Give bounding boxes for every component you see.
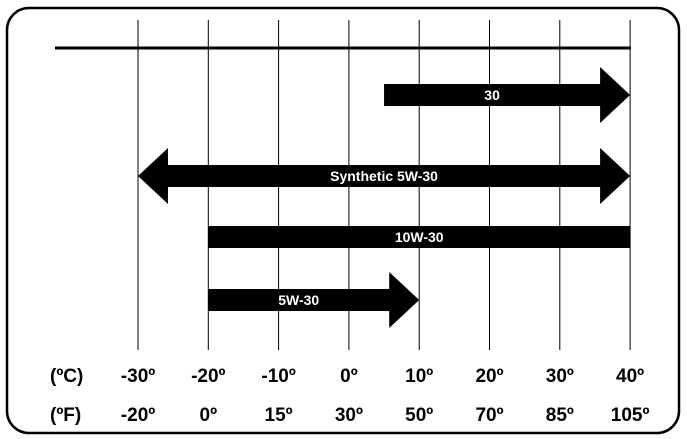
fahrenheit-tick-label: 15º	[265, 405, 293, 426]
celsius-tick-label: -20º	[191, 366, 225, 387]
chart-border	[5, 6, 681, 435]
celsius-tick-label: 20º	[475, 366, 503, 387]
fahrenheit-tick-label: 85º	[546, 405, 574, 426]
celsius-tick-label: 30º	[546, 366, 574, 387]
celsius-tick-label: -30º	[121, 366, 155, 387]
fahrenheit-tick-label: -20º	[121, 405, 155, 426]
range-arrow	[208, 272, 420, 328]
fahrenheit-tick-label: 70º	[475, 405, 503, 426]
celsius-tick-label: 0º	[340, 366, 358, 387]
range-arrow	[138, 148, 631, 204]
fahrenheit-unit-label: (ºF)	[50, 405, 81, 426]
fahrenheit-tick-label: 50º	[405, 405, 433, 426]
celsius-tick-label: 40º	[616, 366, 644, 387]
fahrenheit-tick-label: 105º	[611, 405, 650, 426]
range-arrow-label: 5W-30	[278, 292, 319, 308]
range-arrow	[384, 67, 631, 123]
fahrenheit-tick-label: 0º	[200, 405, 218, 426]
celsius-tick-label: -10º	[261, 366, 295, 387]
range-arrow	[208, 226, 631, 248]
range-arrows: 30 Synthetic 5W-30 10W-30 5W-30	[138, 67, 631, 328]
axis-labels: (ºC) (ºF) -30º -20º -20º 0º -10º 15º 0º 30º 10º 5…	[50, 366, 649, 426]
celsius-tick-label: 10º	[405, 366, 433, 387]
range-arrow-label: 10W-30	[395, 229, 444, 245]
celsius-unit-label: (ºC)	[50, 366, 83, 387]
range-arrow-label: 30	[484, 87, 500, 103]
range-arrow-label: Synthetic 5W-30	[330, 168, 438, 184]
fahrenheit-tick-label: 30º	[335, 405, 363, 426]
